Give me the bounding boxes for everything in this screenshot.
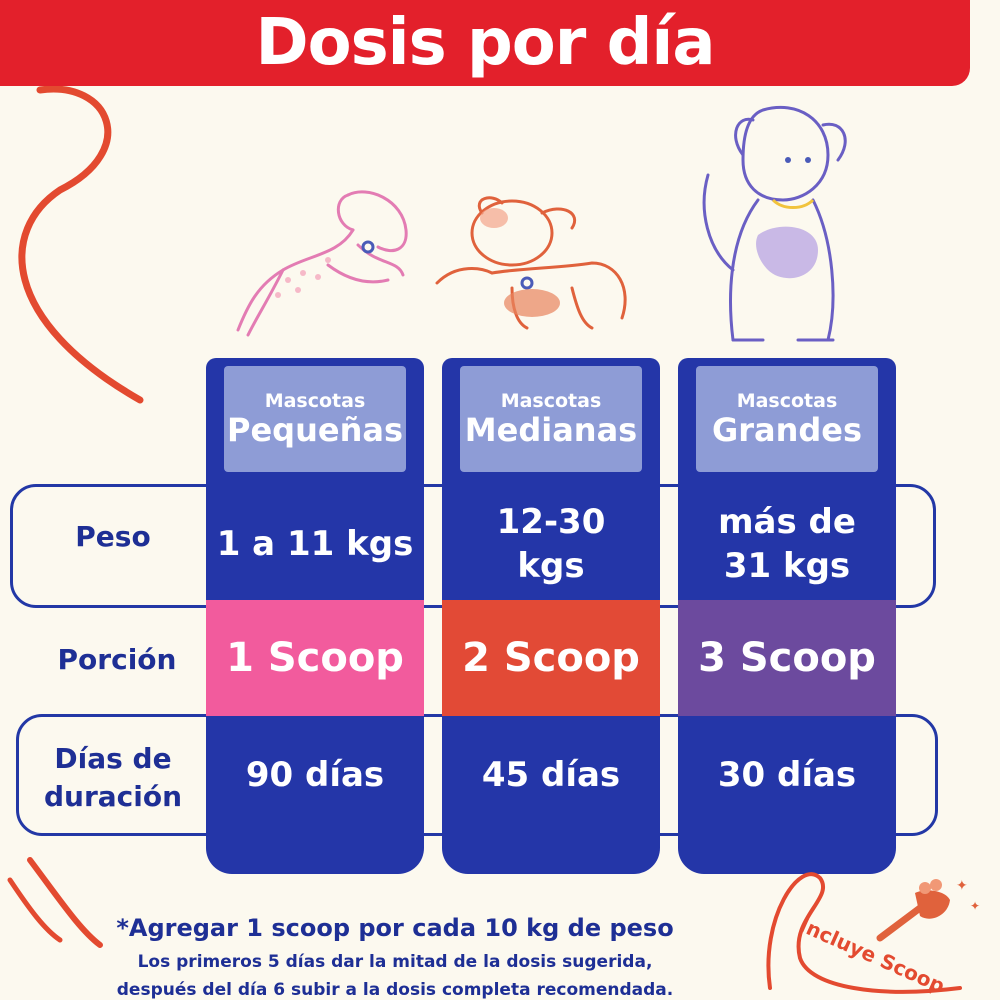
portion-row-label: Porción <box>57 643 177 676</box>
measuring-scoop-icon: ✦ ✦ <box>876 878 980 942</box>
large-weight-line1: más de <box>718 502 856 542</box>
medium-duration-value: 45 días <box>481 755 621 795</box>
duration-label-line1: Días de <box>54 742 172 775</box>
large-portion-value: 3 Scoop <box>678 600 896 716</box>
small-header-caption: Mascotas <box>264 390 366 412</box>
medium-pets-header: Mascotas Medianas <box>460 366 642 472</box>
large-weight-line2: 31 kgs <box>723 546 851 586</box>
large-header-title: Grandes <box>711 411 863 449</box>
scoop-note: *Agregar 1 scoop por cada 10 kg de peso <box>116 914 674 942</box>
small-dog-jumping-icon <box>236 190 408 337</box>
badge-label: Incluye Scoop <box>796 913 949 998</box>
page-title: Dosis por día <box>255 6 715 80</box>
dosage-note-line2: después del día 6 subir a la dosis compl… <box>116 980 674 1000</box>
title-banner: Dosis por día <box>0 0 970 86</box>
medium-header-title: Medianas <box>464 411 638 449</box>
duration-label-line2: duración <box>43 780 183 813</box>
svg-text:✦: ✦ <box>956 878 968 894</box>
medium-weight-line2: kgs <box>517 546 585 586</box>
small-weight-line1: 1 a 11 kgs <box>216 524 414 564</box>
large-header-caption: Mascotas <box>736 390 838 412</box>
medium-portion-value: 2 Scoop <box>442 600 660 716</box>
includes-scoop-badge: ✦ ✦ Incluye Scoop <box>766 872 980 998</box>
svg-text:✦: ✦ <box>970 899 980 913</box>
small-weight-value: 1 a 11 kgs <box>206 490 424 598</box>
large-duration-value: 30 días <box>717 755 857 795</box>
medium-header-caption: Mascotas <box>500 390 602 412</box>
large-weight-value: más de 31 kgs <box>678 490 896 598</box>
large-dog-sitting-icon <box>702 105 847 342</box>
medium-weight-value: 12-30 kgs <box>442 490 660 598</box>
dosage-note-line1: Los primeros 5 días dar la mitad de la d… <box>137 952 653 972</box>
small-duration-value: 90 días <box>245 755 385 795</box>
small-header-title: Pequeñas <box>227 411 403 449</box>
duration-row-label: Días de duración <box>18 740 208 816</box>
medium-dog-playing-icon <box>435 196 627 330</box>
medium-weight-line1: 12-30 <box>496 502 606 542</box>
small-portion-value: 1 Scoop <box>206 600 424 716</box>
weight-row-label: Peso <box>75 520 151 553</box>
large-pets-header: Mascotas Grandes <box>696 366 878 472</box>
small-pets-header: Mascotas Pequeñas <box>224 366 406 472</box>
